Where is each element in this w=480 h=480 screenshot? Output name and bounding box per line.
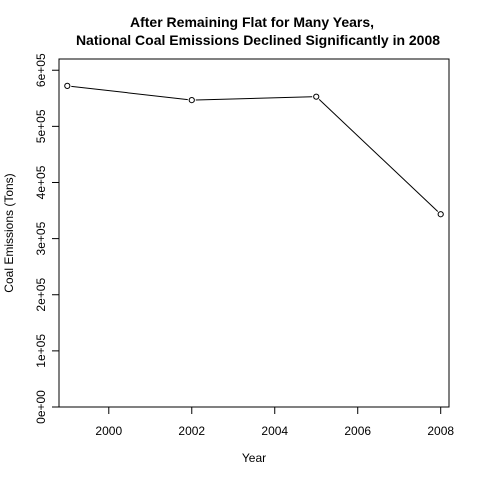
y-tick-label: 4e+05 — [34, 165, 48, 199]
x-tick-label: 2006 — [344, 424, 371, 438]
chart-title-line-1: After Remaining Flat for Many Years, — [130, 14, 374, 30]
data-point — [64, 82, 71, 89]
series-segment — [71, 85, 188, 101]
x-tick-label: 2002 — [178, 424, 205, 438]
y-tick-label: 1e+05 — [34, 334, 48, 368]
data-point — [188, 96, 195, 104]
data-point — [437, 211, 444, 218]
y-tick-label: 0e+00 — [34, 390, 48, 424]
plot-frame — [58, 58, 450, 408]
y-tick-label: 3e+05 — [34, 221, 48, 255]
x-tick-label: 2008 — [427, 424, 454, 438]
x-tick-label: 2000 — [95, 424, 122, 438]
x-tick-label: 2004 — [261, 424, 288, 438]
y-tick-label: 6e+05 — [34, 53, 48, 87]
series-segment — [318, 99, 439, 212]
y-axis: 0e+00 1e+05 2e+05 3e+05 4e+05 5e+05 6e+05 — [34, 53, 59, 424]
data-point — [313, 93, 320, 100]
y-tick-label: 5e+05 — [34, 109, 48, 143]
chart-title-line-2: National Coal Emissions Declined Signifi… — [76, 32, 440, 48]
x-axis-label: Year — [242, 451, 266, 465]
series-segment — [195, 96, 313, 101]
y-tick-label: 2e+05 — [34, 278, 48, 312]
y-axis-label: Coal Emissions (Tons) — [2, 173, 16, 292]
series-line — [64, 82, 444, 218]
x-axis: 2000 2002 2004 2006 2008 — [95, 407, 454, 438]
